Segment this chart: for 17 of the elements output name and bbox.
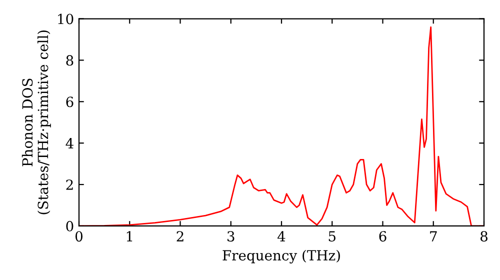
y-tick-label: 2 <box>66 179 73 190</box>
x-tick-label: 6 <box>379 231 386 242</box>
x-tick-label: 4 <box>278 231 286 242</box>
y-tick-label: 4 <box>66 138 74 148</box>
x-tick-label: 2 <box>176 231 184 242</box>
x-tick-label: 1 <box>126 231 132 242</box>
y-tick-label: 0 <box>66 220 74 232</box>
x-tick-label: 0 <box>75 231 82 242</box>
x-tick-label: 7 <box>430 231 437 242</box>
y-tick-label: 10 <box>58 14 74 24</box>
x-tick-label: 8 <box>480 231 488 242</box>
y-tick-label: 6 <box>66 96 74 108</box>
x-axis-title: Frequency (THz) <box>222 250 340 264</box>
y-axis-title: Phonon DOS (States/THz·primitive cell) <box>22 30 51 214</box>
x-tick-label: 3 <box>228 231 234 242</box>
y-tick-label: 8 <box>66 55 74 66</box>
x-tick-label: 5 <box>328 231 336 242</box>
